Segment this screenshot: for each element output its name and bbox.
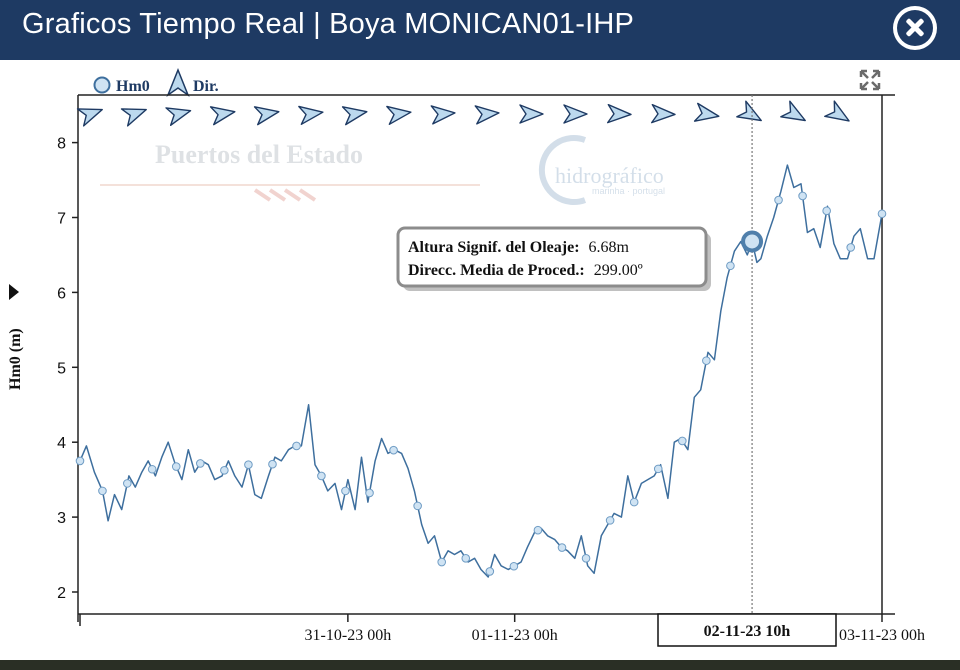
hm0-data-point xyxy=(581,553,591,563)
hm0-data-point xyxy=(678,436,687,446)
x-ticks: 31-10-23 00h 01-11-23 00h 03-11-23 00h xyxy=(79,614,925,644)
y-axis-toggle-icon xyxy=(9,284,19,300)
hm0-data-point xyxy=(341,486,350,496)
y-axis-label: Hm0 (m) xyxy=(7,328,24,390)
dir-legend-arrow-icon xyxy=(166,67,190,98)
hm0-data-point xyxy=(774,195,783,205)
hm0-data-point xyxy=(461,553,471,563)
page-background-strip xyxy=(0,660,960,670)
hm0-data-point xyxy=(437,557,447,567)
watermark-puertos-text: Puertos del Estado xyxy=(155,140,363,169)
x-tick-label: 31-10-23 00h xyxy=(305,627,392,644)
hm0-data-point xyxy=(629,497,639,507)
direction-arrow-icon xyxy=(736,100,762,122)
y-ticks: 2 3 4 5 6 7 8 xyxy=(57,136,78,602)
direction-arrow-icon xyxy=(298,105,324,126)
direction-arrow-icon xyxy=(519,104,544,124)
direction-arrow-icon xyxy=(606,103,632,124)
hm0-data-point xyxy=(147,464,157,474)
y-tick-label: 7 xyxy=(57,211,66,228)
direction-arrow-icon xyxy=(650,103,676,124)
hm0-data-point xyxy=(822,206,831,216)
crosshair-date-label: 02-11-23 10h xyxy=(704,623,791,640)
close-icon xyxy=(897,10,933,46)
legend-hm0-label: Hm0 xyxy=(116,78,150,95)
direction-arrow-icon xyxy=(209,106,236,126)
window-title: Graficos Tiempo Real | Boya MONICAN01-IH… xyxy=(22,8,635,40)
x-tick-label: 03-11-23 00h xyxy=(839,627,925,644)
direction-arrow-icon xyxy=(120,108,147,127)
hm0-data-point xyxy=(365,488,374,498)
hm0-data-point xyxy=(413,501,422,511)
hm0-data-point xyxy=(846,243,856,252)
tooltip-height-label: Altura Signif. del Oleaje: xyxy=(408,239,580,256)
crosshair-x-label: 02-11-23 10h xyxy=(657,613,837,647)
y-tick-label: 5 xyxy=(57,360,66,377)
hm0-data-point xyxy=(244,460,253,469)
fullscreen-icon[interactable] xyxy=(858,68,882,92)
svg-text:Direcc. Media de Proced.:: Direcc. Media de Proced.: 299.00º xyxy=(408,262,643,279)
puertos-del-estado-watermark: Puertos del Estado xyxy=(100,140,480,202)
hm0-legend-marker xyxy=(93,76,111,94)
hm0-data-point xyxy=(533,525,543,535)
svg-text:Altura Signif. del Oleaje:: Altura Signif. del Oleaje: 6.68m xyxy=(408,239,630,256)
title-bar: Graficos Tiempo Real | Boya MONICAN01-IH… xyxy=(0,0,960,60)
direction-arrow-icon xyxy=(474,105,500,125)
direction-arrow-icon xyxy=(563,104,588,124)
hm0-markers[interactable] xyxy=(75,191,887,576)
hm0-data-point xyxy=(98,486,107,496)
tooltip-direction-label: Direcc. Media de Proced.: xyxy=(408,262,585,279)
x-tick-label: 01-11-23 00h xyxy=(472,627,558,644)
direction-arrows xyxy=(76,100,850,127)
hm0-data-point xyxy=(75,456,85,466)
hm0-data-point xyxy=(702,356,711,365)
tooltip: Altura Signif. del Oleaje: 6.68m Direcc.… xyxy=(396,226,711,291)
close-button[interactable] xyxy=(893,6,937,50)
tooltip-height-value: 6.68m xyxy=(589,239,630,256)
hm0-data-point xyxy=(726,261,735,271)
hm0-data-point xyxy=(605,516,615,525)
hm0-data-point xyxy=(877,209,887,219)
y-tick-label: 2 xyxy=(57,585,66,602)
y-tick-label: 4 xyxy=(57,435,66,452)
hm0-data-point xyxy=(317,471,326,481)
hm0-data-point xyxy=(171,462,181,471)
hidrografico-watermark: hidrográfico marinha · portugal xyxy=(538,135,665,205)
svg-text:marinha · portugal: marinha · portugal xyxy=(592,186,665,196)
direction-arrow-icon xyxy=(341,106,368,126)
hm0-data-point xyxy=(509,561,519,571)
hm0-data-point xyxy=(557,543,567,552)
direction-arrow-icon xyxy=(76,108,103,127)
hm0-data-point xyxy=(798,191,807,201)
hover-point[interactable] xyxy=(741,230,764,253)
hm0-data-point xyxy=(220,465,229,475)
hm0-data-point xyxy=(268,459,277,469)
legend-dir-label: Dir. xyxy=(193,78,219,95)
y-tick-label: 8 xyxy=(57,136,66,153)
direction-arrow-icon xyxy=(824,100,850,122)
hover-point-marker xyxy=(741,230,764,253)
y-tick-label: 6 xyxy=(57,285,66,302)
hm0-data-point xyxy=(292,441,301,451)
y-tick-label: 3 xyxy=(57,510,66,527)
chart-panel xyxy=(0,60,960,660)
direction-arrow-icon xyxy=(430,105,456,125)
hm0-data-point xyxy=(389,445,398,455)
direction-arrow-icon xyxy=(780,100,806,122)
watermark-hidro-text: hidrográfico xyxy=(555,163,664,188)
direction-arrow-icon xyxy=(253,106,280,126)
direction-arrow-icon xyxy=(165,107,192,126)
direction-arrow-icon xyxy=(386,105,412,126)
hm0-data-point xyxy=(196,459,205,468)
hm0-data-point xyxy=(653,464,663,474)
y-axis-label-group: Hm0 (m) xyxy=(7,284,24,390)
hm0-data-point xyxy=(123,479,132,488)
hm0-data-point xyxy=(485,567,495,576)
legend[interactable]: Hm0 Dir. xyxy=(93,67,219,98)
tooltip-direction-value: 299.00º xyxy=(594,262,643,279)
direction-arrow-icon xyxy=(693,102,720,122)
